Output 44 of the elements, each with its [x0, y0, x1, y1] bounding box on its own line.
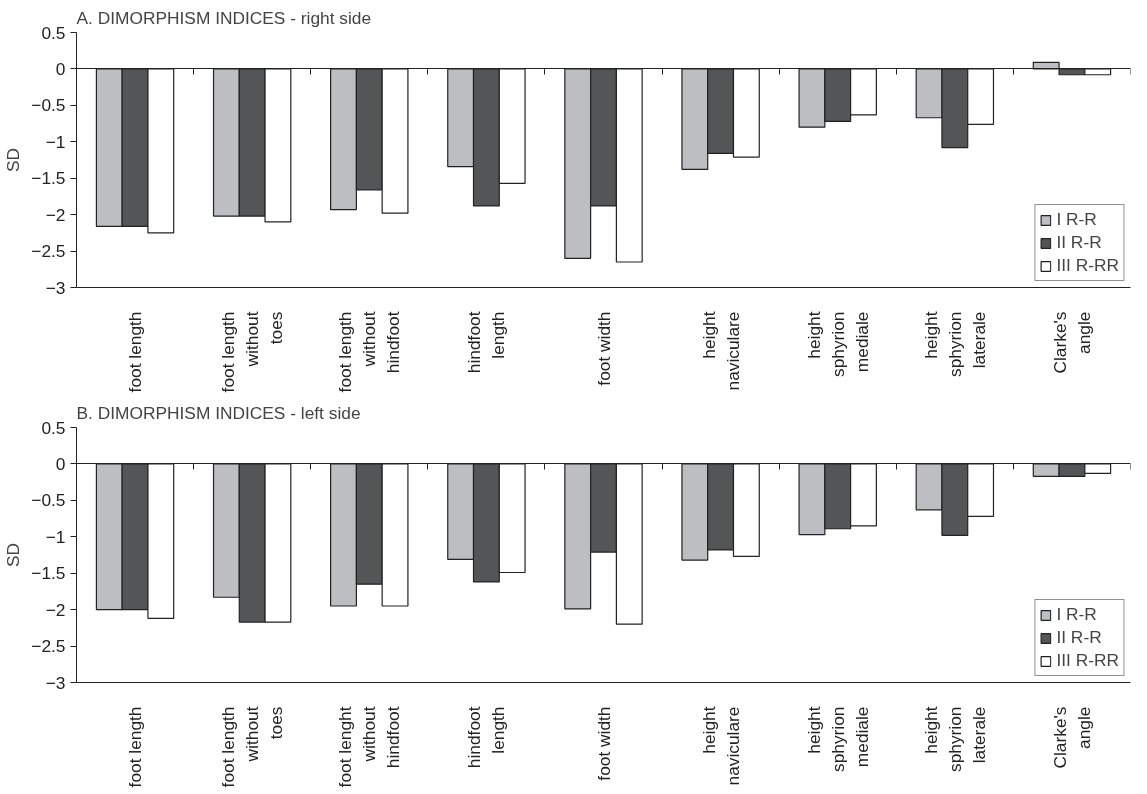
x-tick-label: hindfoot length: [464, 706, 509, 769]
y-tick-label: −0.5: [31, 95, 66, 116]
y-tick-label: −1.5: [31, 168, 66, 189]
x-tick-label: foot length: [125, 311, 146, 393]
y-axis-title: SD: [3, 147, 24, 173]
y-tick-label: 0.5: [41, 22, 66, 43]
y-tick-label: −1: [45, 131, 66, 152]
x-tick-label: height sphyrion mediale: [803, 311, 872, 377]
y-tick-label: −2.5: [31, 241, 66, 262]
legend-label: I R-R: [1056, 604, 1097, 625]
x-tick-label: Clarke's angle: [1049, 706, 1094, 769]
y-tick-label: 0.5: [41, 417, 66, 438]
x-tick-label: foot lenght without hindfoot: [335, 706, 404, 788]
x-tick-label: foot length: [125, 706, 146, 788]
legend-label: I R-R: [1056, 209, 1097, 230]
x-tick-label: height sphyrion laterale: [920, 706, 989, 772]
x-tick-label: height naviculare: [698, 706, 743, 786]
x-tick-label: foot length without toes: [218, 706, 287, 788]
chart-title: A. DIMORPHISM INDICES - right side: [76, 7, 372, 28]
x-tick-label: foot width: [593, 311, 614, 386]
y-tick-label: 0: [55, 58, 66, 79]
x-tick-label: hindfoot length: [464, 311, 509, 374]
x-tick-label: Clarke's angle: [1049, 311, 1094, 374]
y-tick-label: −1.5: [31, 563, 66, 584]
x-tick-label: height sphyrion laterale: [920, 311, 989, 377]
legend-label: II R-R: [1056, 627, 1102, 648]
y-tick-label: −2: [45, 204, 66, 225]
legend-label: III R-RR: [1056, 650, 1119, 671]
x-tick-label: height sphyrion mediale: [803, 706, 872, 772]
y-axis-title: SD: [3, 542, 24, 568]
y-tick-label: −2.5: [31, 636, 66, 657]
x-tick-label: foot width: [593, 706, 614, 781]
x-tick-label: foot length without toes: [218, 311, 287, 393]
y-tick-label: −0.5: [31, 490, 66, 511]
y-tick-label: −3: [45, 277, 66, 298]
legend-label: III R-RR: [1056, 255, 1119, 276]
y-tick-label: 0: [55, 453, 66, 474]
y-tick-label: −2: [45, 599, 66, 620]
x-tick-label: height naviculare: [698, 311, 743, 391]
chart-title: B. DIMORPHISM INDICES - left side: [76, 402, 361, 423]
y-tick-label: −3: [45, 672, 66, 693]
y-tick-label: −1: [45, 526, 66, 547]
x-tick-label: foot length without hindfoot: [335, 311, 404, 393]
legend-label: II R-R: [1056, 232, 1102, 253]
